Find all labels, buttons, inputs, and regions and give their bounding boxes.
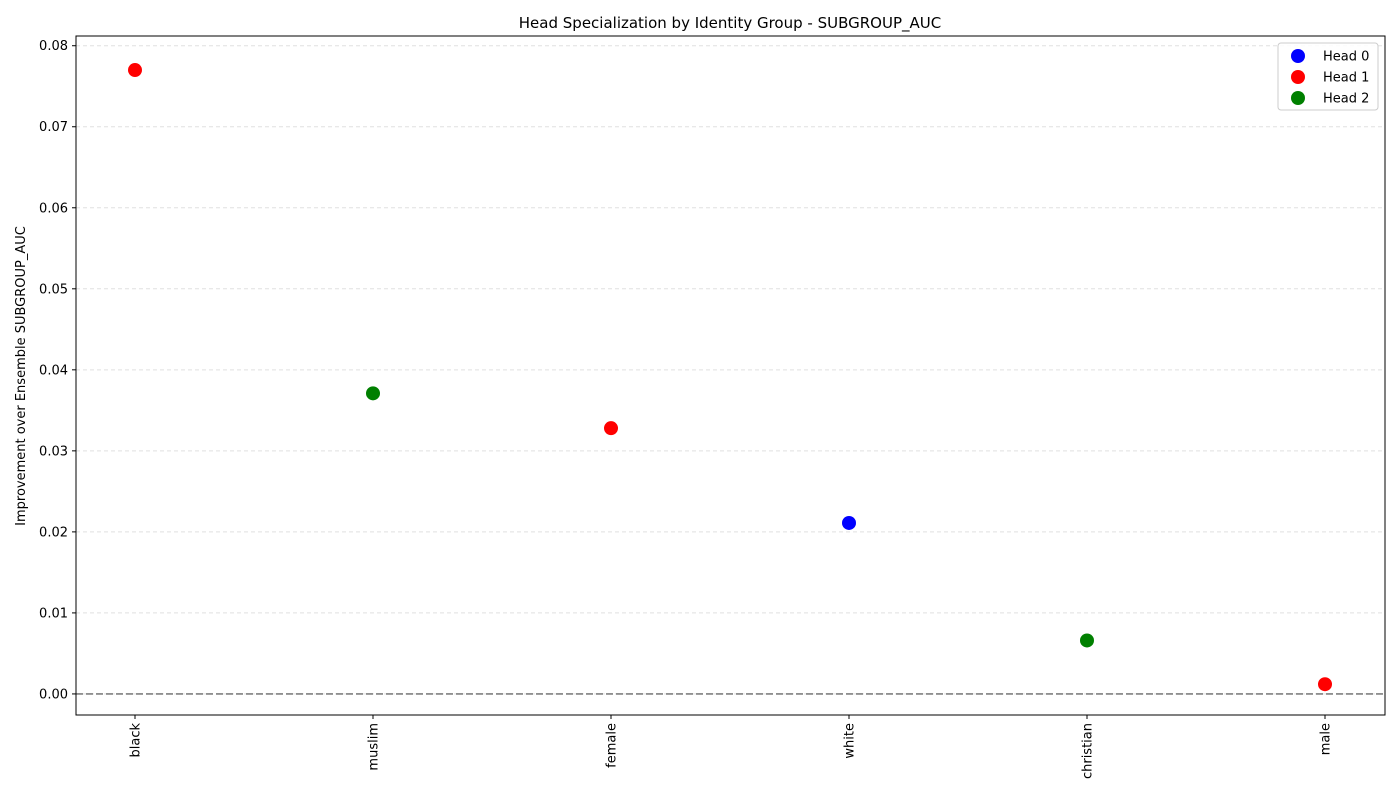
y-tick-label: 0.06 — [39, 201, 68, 216]
y-tick-label: 0.03 — [39, 444, 68, 459]
grid-layer — [76, 45, 1385, 695]
data-point-christian — [1080, 633, 1094, 648]
y-tick-label: 0.05 — [39, 282, 68, 297]
legend-marker — [1291, 70, 1305, 84]
plot-frame — [75, 35, 1386, 716]
y-tick-label: 0.01 — [39, 606, 68, 621]
chart-title: Head Specialization by Identity Group - … — [519, 14, 941, 33]
y-axis-label: Improvement over Ensemble SUBGROUP_AUC — [14, 226, 29, 526]
legend-label: Head 2 — [1323, 92, 1369, 107]
data-point-female — [604, 421, 618, 436]
y-tick-label: 0.04 — [39, 363, 68, 378]
y-tick-label: 0.08 — [39, 39, 68, 54]
x-tick-label: muslim — [367, 723, 382, 771]
x-tick-label: black — [129, 723, 144, 758]
legend: Head 0 Head 1 Head 2 — [1277, 42, 1379, 111]
y-tick-label: 0.00 — [39, 687, 68, 702]
y-tick-label: 0.02 — [39, 525, 68, 540]
x-ticks: black muslim female white christian male — [129, 715, 1334, 779]
data-point-muslim — [366, 386, 380, 401]
x-tick-label: white — [843, 723, 858, 759]
legend-label: Head 1 — [1323, 71, 1369, 86]
y-tick-label: 0.07 — [39, 120, 68, 135]
y-ticks: 0.00 0.01 0.02 0.03 0.04 0.05 0.06 0.07 0.08 — [39, 39, 76, 702]
data-point-white — [842, 515, 856, 530]
legend-marker — [1291, 91, 1305, 105]
x-tick-label: male — [1319, 723, 1334, 755]
points-layer — [128, 63, 1332, 692]
data-point-male — [1318, 677, 1332, 692]
data-point-black — [128, 63, 142, 78]
legend-label: Head 0 — [1323, 50, 1369, 65]
x-tick-label: female — [605, 723, 620, 768]
x-tick-label: christian — [1081, 723, 1096, 779]
legend-marker — [1291, 49, 1305, 63]
